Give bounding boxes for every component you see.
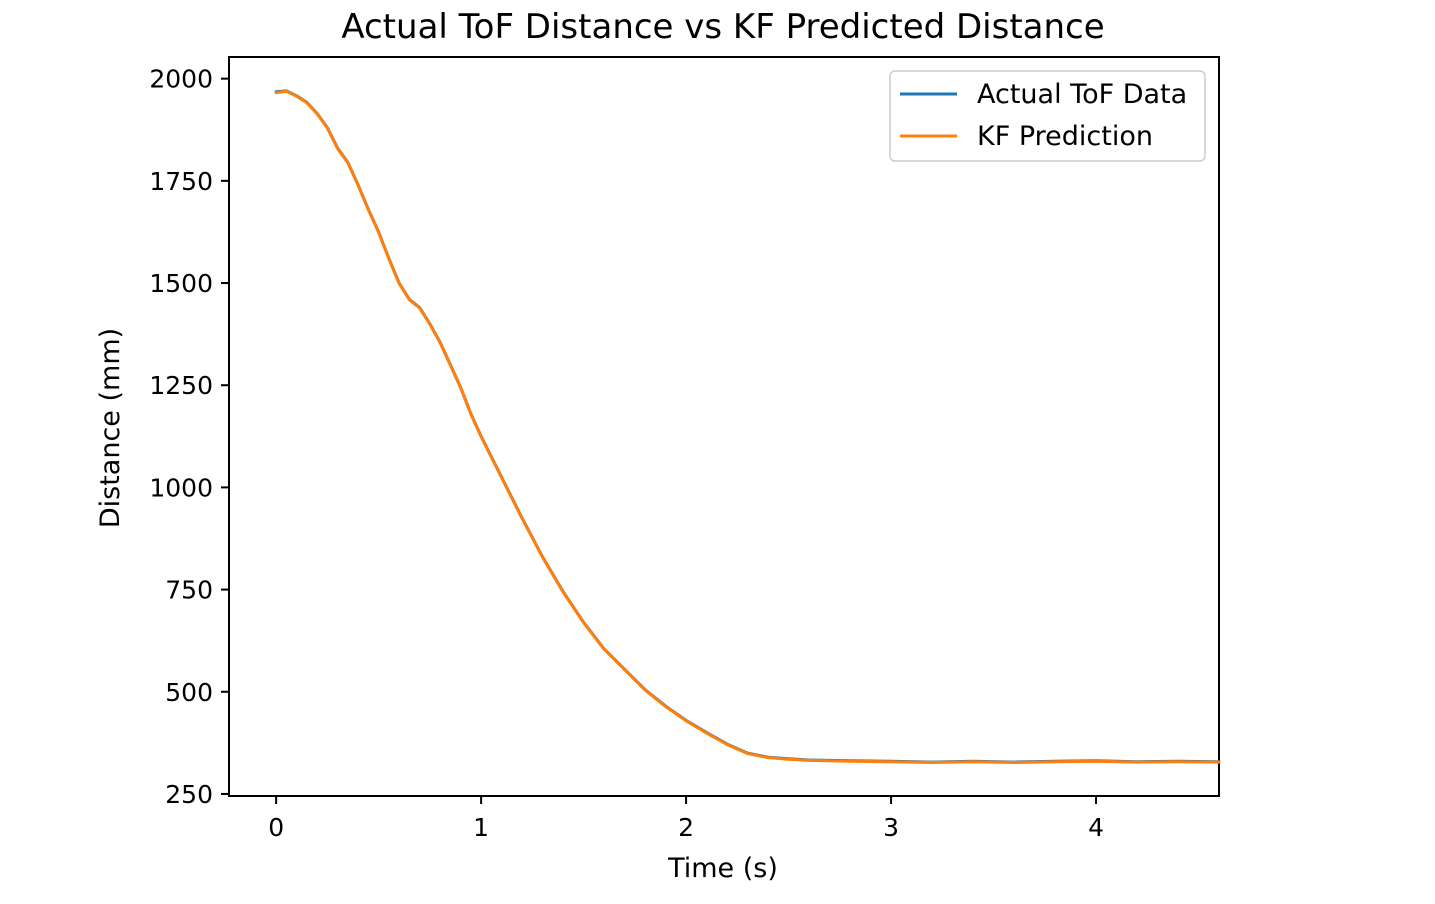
data-point-kf-prediction (809, 760, 810, 761)
data-point-kf-prediction (850, 761, 851, 762)
data-point-kf-prediction (1096, 761, 1097, 762)
data-point-kf-prediction (1178, 761, 1179, 762)
x-axis-label: Time (s) (667, 853, 778, 884)
data-point-kf-prediction (788, 759, 789, 760)
data-point-kf-prediction (296, 96, 297, 97)
data-point-kf-prediction (932, 762, 933, 763)
data-point-kf-prediction (327, 128, 328, 129)
data-point-kf-prediction (450, 365, 451, 366)
data-point-kf-prediction (542, 557, 543, 558)
plot-area: 0 1 2 3 4 250 500 750 1000 1250 1500 1750 2000 (149, 56, 1221, 842)
series-lines (274, 89, 1221, 764)
data-point-kf-prediction (624, 669, 625, 670)
y-tick-label: 1250 (149, 371, 213, 400)
y-tick-label: 2000 (149, 65, 213, 94)
legend-label-actual-tof: Actual ToF Data (977, 79, 1187, 110)
data-point-kf-prediction (583, 622, 584, 623)
y-axis-label: Distance (mm) (95, 328, 126, 528)
legend-label-kf-prediction: KF Prediction (977, 121, 1153, 152)
data-point-kf-prediction (429, 324, 430, 325)
data-point-kf-prediction (306, 102, 307, 103)
x-tick-label: 4 (1088, 813, 1104, 842)
data-point-kf-prediction (347, 162, 348, 163)
data-point-kf-prediction (1219, 762, 1220, 763)
data-point-kf-prediction (378, 232, 379, 233)
data-point-kf-prediction (419, 308, 420, 309)
y-axis-ticks: 250 500 750 1000 1250 1500 1750 2000 (149, 65, 229, 809)
data-point-kf-prediction (501, 477, 502, 478)
data-point-kf-prediction (665, 706, 666, 707)
data-point-kf-prediction (747, 753, 748, 754)
data-point-kf-prediction (1014, 762, 1015, 763)
axes-frame (228, 56, 1220, 797)
y-tick-label: 1000 (149, 473, 213, 502)
x-tick-label: 2 (678, 813, 694, 842)
data-point-kf-prediction (727, 744, 728, 745)
data-point-kf-prediction (706, 733, 707, 734)
y-tick-label: 1500 (149, 269, 213, 298)
data-point-kf-prediction (337, 148, 338, 149)
data-point-kf-prediction (522, 518, 523, 519)
data-point-kf-prediction (460, 387, 461, 388)
data-point-kf-prediction (973, 761, 974, 762)
data-point-kf-prediction (1137, 762, 1138, 763)
y-tick-label: 750 (165, 576, 213, 605)
data-point-kf-prediction (768, 757, 769, 758)
data-point-kf-prediction (368, 209, 369, 210)
data-point-kf-prediction (686, 720, 687, 721)
data-point-kf-prediction (563, 592, 564, 593)
x-tick-label: 1 (473, 813, 489, 842)
y-tick-label: 250 (165, 780, 213, 809)
x-tick-label: 0 (268, 813, 284, 842)
chart-title: Actual ToF Distance vs KF Predicted Dist… (341, 7, 1104, 47)
data-point-kf-prediction (470, 414, 471, 415)
x-axis-ticks: 0 1 2 3 4 (268, 796, 1104, 842)
series-line-kf-prediction (274, 89, 1221, 764)
data-point-kf-prediction (409, 299, 410, 300)
y-tick-label: 1750 (149, 167, 213, 196)
data-point-kf-prediction (388, 258, 389, 259)
data-point-kf-prediction (645, 690, 646, 691)
x-tick-label: 3 (883, 813, 899, 842)
data-point-kf-prediction (286, 91, 287, 92)
data-point-kf-prediction (481, 436, 482, 437)
data-point-kf-prediction (1055, 761, 1056, 762)
data-point-kf-prediction (399, 283, 400, 284)
data-point-kf-prediction (358, 185, 359, 186)
data-point-kf-prediction (317, 113, 318, 114)
legend: Actual ToF Data KF Prediction (889, 70, 1206, 162)
data-point-kf-prediction (276, 92, 277, 93)
data-point-kf-prediction (604, 649, 605, 650)
y-tick-label: 500 (165, 678, 213, 707)
data-point-kf-prediction (891, 761, 892, 762)
data-point-kf-prediction (440, 342, 441, 343)
legend-box (889, 70, 1206, 162)
